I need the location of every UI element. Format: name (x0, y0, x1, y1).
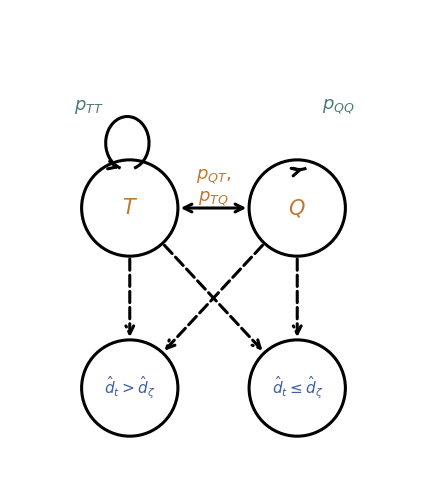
Text: $\hat{d}_t > \hat{d}_{\zeta}$: $\hat{d}_t > \hat{d}_{\zeta}$ (104, 375, 155, 401)
Circle shape (248, 160, 345, 256)
Circle shape (81, 340, 178, 436)
Text: $\mathit{Q}$: $\mathit{Q}$ (288, 197, 305, 219)
Text: $p_{QQ}$: $p_{QQ}$ (321, 98, 354, 116)
Text: $p_{TT}$: $p_{TT}$ (74, 98, 104, 116)
Text: $\mathit{T}$: $\mathit{T}$ (121, 198, 138, 218)
Text: $\hat{d}_t \leq \hat{d}_{\zeta}$: $\hat{d}_t \leq \hat{d}_{\zeta}$ (271, 375, 322, 401)
Text: $p_{TQ}$: $p_{TQ}$ (198, 189, 228, 208)
Circle shape (81, 160, 178, 256)
Circle shape (248, 340, 345, 436)
Text: $p_{QT},$: $p_{QT},$ (195, 168, 231, 186)
